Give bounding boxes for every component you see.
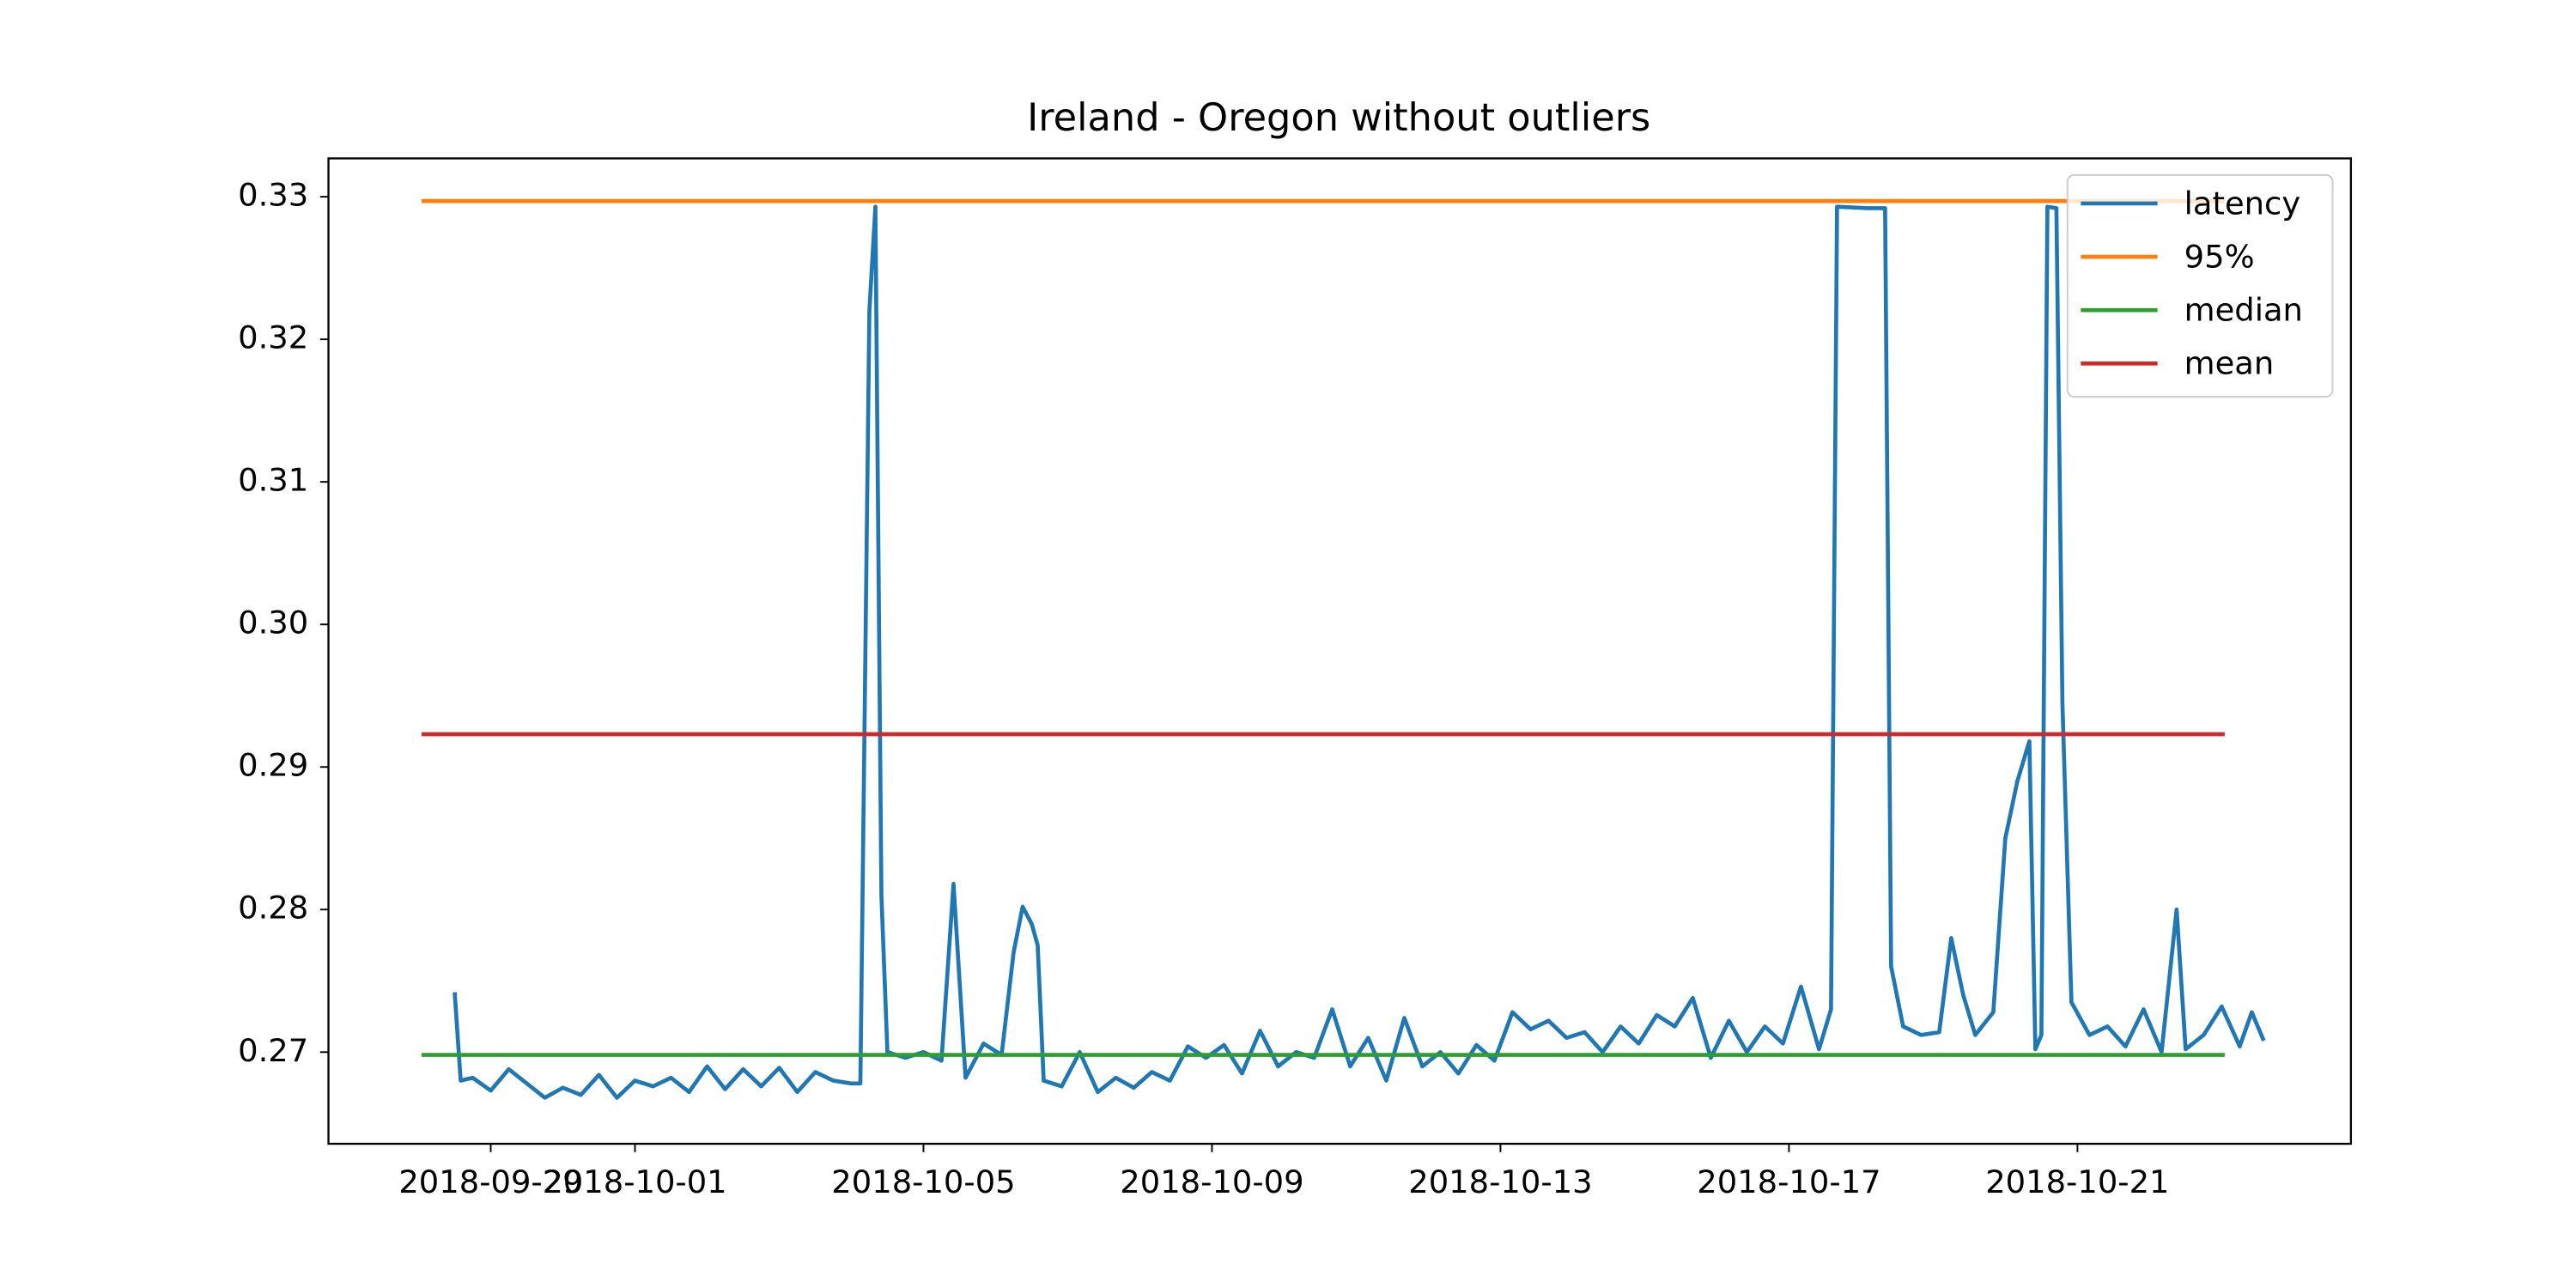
- y-tick-label: 0.28: [238, 890, 308, 927]
- legend: latency 95% median mean: [2066, 173, 2334, 398]
- plot-frame: [327, 157, 2353, 1145]
- y-tick-label: 0.27: [238, 1032, 308, 1069]
- y-tick-label: 0.30: [238, 605, 308, 641]
- y-tick-label: 0.31: [238, 462, 308, 499]
- legend-label: mean: [2184, 345, 2275, 382]
- legend-box: [2066, 173, 2334, 398]
- legend-label: 95%: [2184, 238, 2255, 275]
- legend-label: latency: [2184, 185, 2300, 222]
- x-tick-label: 2018-10-05: [831, 1163, 1015, 1200]
- x-tick-label: 2018-10-09: [1120, 1163, 1303, 1200]
- x-tick-label: 2018-10-13: [1408, 1163, 1592, 1200]
- x-tick-label: 2018-10-17: [1697, 1163, 1880, 1200]
- y-tick-label: 0.29: [238, 747, 308, 784]
- legend-label: median: [2184, 292, 2303, 329]
- x-tick-label: 2018-10-21: [1985, 1163, 2169, 1200]
- chart-title: Ireland - Oregon without outliers: [1027, 95, 1650, 140]
- x-tick-label: 2018-10-01: [543, 1163, 726, 1200]
- y-tick-label: 0.33: [238, 177, 308, 214]
- y-tick-label: 0.32: [238, 319, 308, 356]
- x-tick-label: 2018-09-29: [398, 1163, 582, 1200]
- line-series: [453, 204, 2266, 1100]
